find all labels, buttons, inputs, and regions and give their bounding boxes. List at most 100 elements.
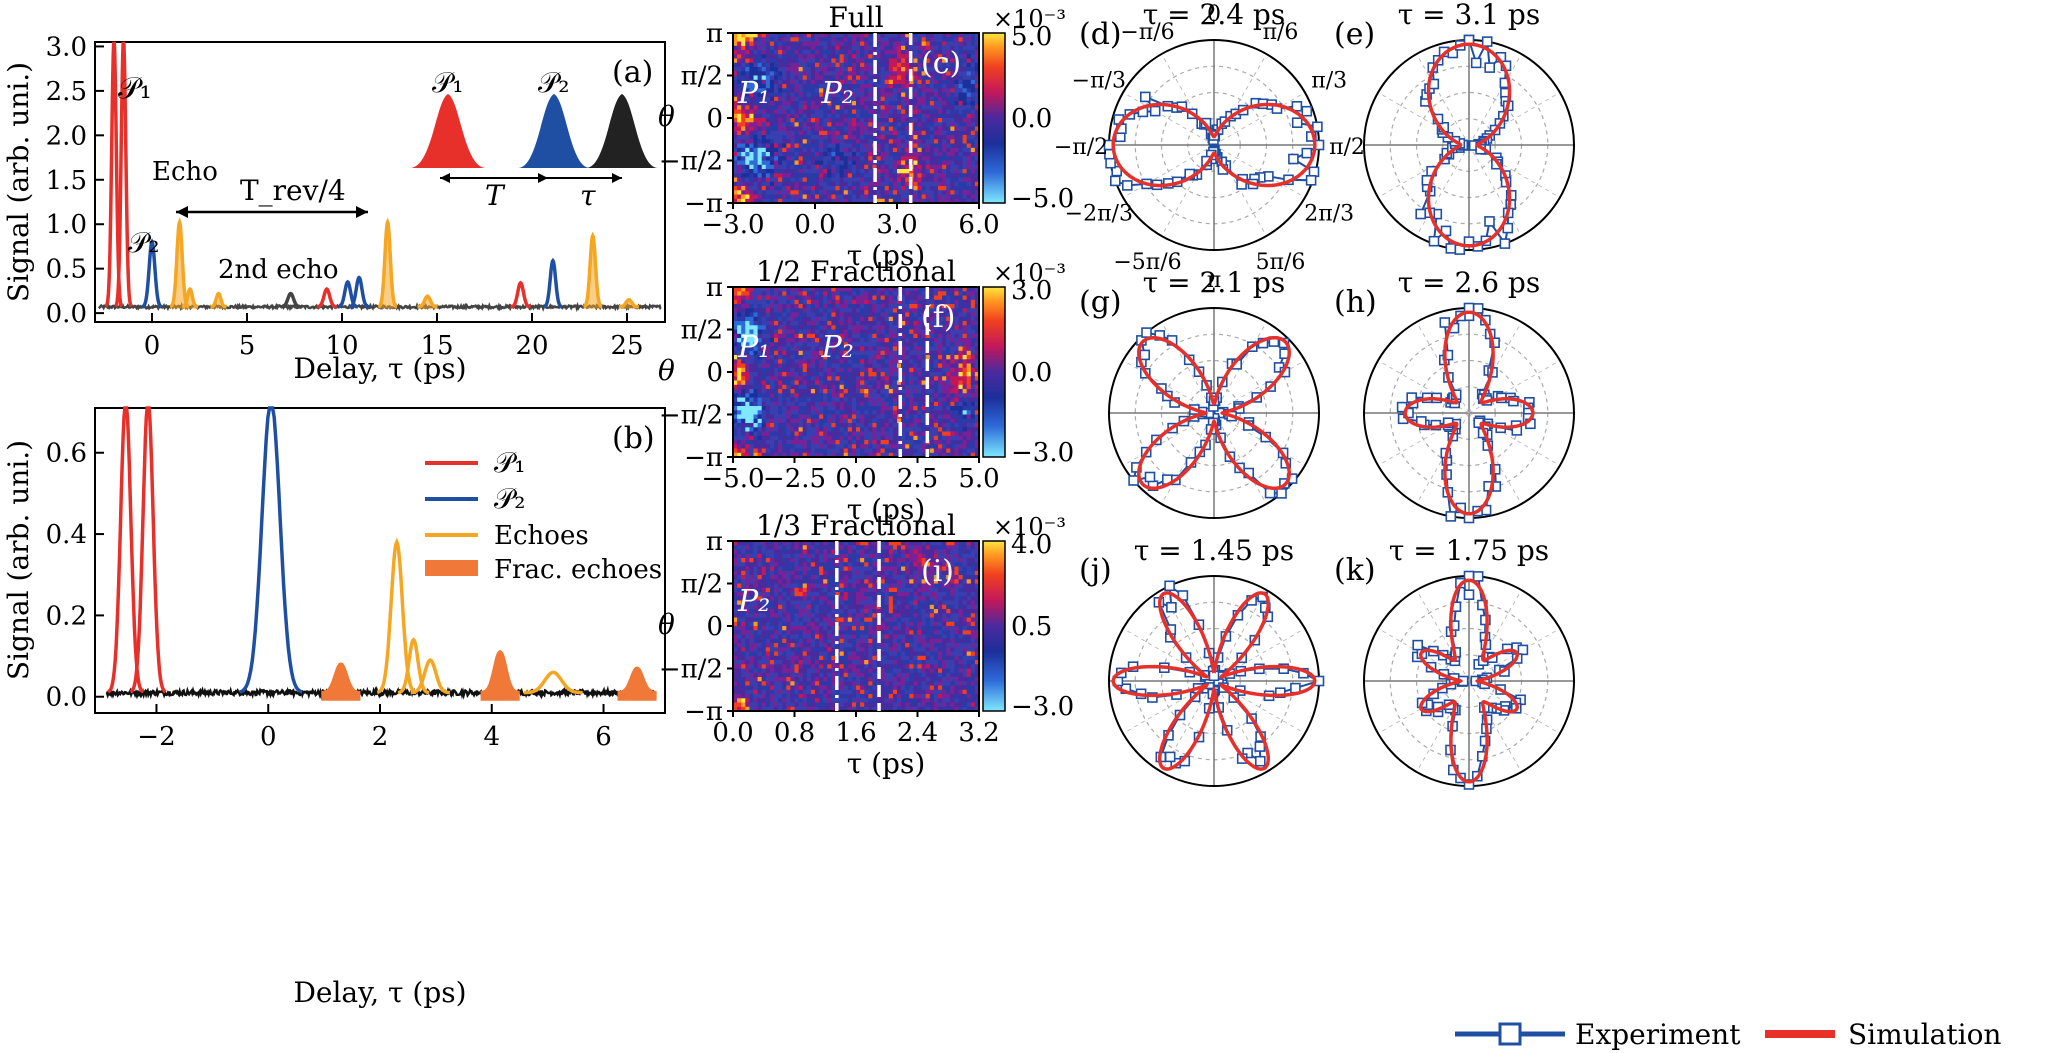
heatmap-cell [737,406,742,411]
heatmap-cell [929,295,935,301]
heatmap-cell [905,41,910,47]
heatmap-cell [892,295,898,301]
legend-label-p2: 𝒫₂ [494,482,525,515]
heatmap-cell [843,329,849,335]
heatmap-cell [950,164,955,170]
heatmap-cell [765,410,771,416]
heatmap-cell [806,321,812,326]
heatmap-cell [802,423,808,428]
heatmap-cell [794,440,800,445]
heatmap-cell [938,325,943,331]
heatmap-cell [774,50,779,55]
heatmap-cell [794,427,800,433]
heatmap-cell [909,427,914,433]
heatmap-cell [749,308,755,314]
heatmap-cell [798,75,804,81]
heatmap-cell [827,84,832,89]
heatmap-cell [790,186,796,191]
heatmap-cell [884,54,890,60]
heatmap-cell [880,440,886,445]
heatmap-cell [884,384,890,390]
heatmap-cell [962,198,968,204]
heatmap-cell [819,401,824,407]
heatmap-cell [753,160,759,166]
heatmap-cell [942,101,947,106]
heatmap-cell [938,384,943,390]
heatmap-cell [901,181,906,187]
heatmap-cell [733,41,738,47]
heatmap-cell [917,304,923,309]
heatmap-cell [851,33,857,38]
heatmap-cell [851,45,857,51]
heatmap-cell [823,169,828,174]
heatmap-cell [815,84,820,89]
heatmap-cell [769,316,775,322]
heatmap-cell [946,45,951,51]
heatmap-cell [851,92,857,98]
heatmap-cell [782,41,787,47]
heatmap-cell [946,308,951,314]
heatmap-cell [970,126,976,132]
heatmap-cell [835,194,841,200]
heatmap-cell [769,418,775,424]
heatmap-cell [761,84,767,89]
heatmap-cell [847,160,853,166]
heatmap-cell [786,126,791,132]
heatmap-cell [815,130,820,136]
heatmap-cell [798,338,804,343]
heatmap-cell [868,58,873,64]
heatmap-cell [897,363,902,369]
heatmap-cell [839,45,845,51]
heatmap-cell [970,62,976,68]
heatmap-cell [745,113,750,119]
heatmap-cell [749,321,755,326]
heatmap-cell [966,156,972,162]
heatmap-cell [966,130,972,136]
heatmap-cell [851,122,857,128]
heatmap-cell [819,67,824,72]
heatmap-cell [737,380,742,386]
heatmap-cell [942,177,947,183]
heatmap-cell [733,79,738,85]
heatmap-cell [917,316,923,322]
heatmap-cell [741,62,746,68]
heatmap-cell [790,418,796,424]
heatmap-cell [888,333,894,339]
heatmap-cell [860,45,865,51]
heatmap-cell [819,350,824,356]
heatmap-cell [954,372,960,377]
heatmap-cell [888,186,894,191]
heatmap-cell [827,113,832,119]
heatmap-cell [909,414,914,420]
heatmap-cell [835,410,841,416]
heatmap-cell [966,431,972,437]
heatmap-cell [839,304,845,309]
heatmap-cell [958,41,964,47]
heatmap-cell [901,342,906,348]
heatmap-cell [974,105,980,111]
heatmap-cell [888,169,894,174]
heatmap-cell [757,58,763,64]
heatmap-cell [790,299,796,305]
heatmap-cell [733,427,738,433]
heatmap-cell [827,75,832,81]
heatmap-cell [962,304,968,309]
heatmap-cell [913,62,919,68]
heatmap-cell [765,435,771,441]
heatmap-cell [786,308,791,314]
heatmap-cell [888,84,894,89]
heatmap-cell [835,452,841,458]
heatmap-cell [815,321,820,326]
heatmap-cell [901,287,906,292]
heatmap-cell [856,152,861,157]
heatmap-cell [798,444,804,450]
heatmap-cell [851,350,857,356]
heatmap-cell [753,118,759,123]
heatmap-cell [757,393,763,399]
heatmap-cell [851,308,857,314]
heatmap-cell [761,71,767,77]
heatmap-cell [786,287,791,292]
heatmap-cell [786,177,791,183]
heatmap-y-tick-label: −π/2 [659,147,723,177]
heatmap-cell [765,380,771,386]
